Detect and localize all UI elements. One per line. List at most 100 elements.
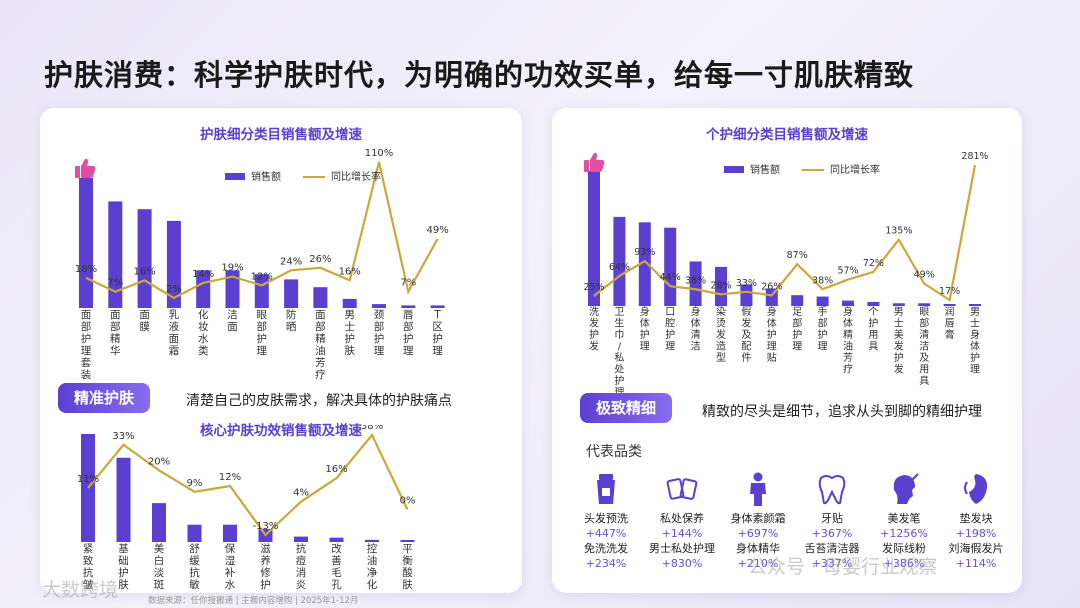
body-figure-icon [713, 470, 803, 508]
sales-bar [342, 298, 357, 308]
hair-profile-icon [859, 470, 949, 508]
personal-care-chart: 25% 64% 93% 44% 38% 28% 33% 26% 87% 38% 57% 72% 135%… [583, 151, 988, 395]
growth-label: 49% [426, 225, 448, 236]
product-name: 美发笔 [887, 512, 921, 525]
growth-label: 25% [583, 282, 604, 293]
category-label: 洁面 [227, 308, 238, 333]
growth-label: 72% [863, 258, 884, 269]
sales-bar [689, 261, 702, 306]
growth-label: 4% [293, 488, 309, 499]
category-label: 手部护理 [818, 305, 828, 353]
category-label: 防晒 [286, 308, 297, 333]
product-growth: +367% [811, 527, 853, 540]
hair-pad-icon [931, 470, 1021, 508]
representative-product: 身体素颜霜 +697% 身体精华 +210% [713, 470, 803, 571]
product-growth: +830% [661, 557, 703, 570]
sales-bar [116, 457, 131, 542]
product-growth: +198% [955, 527, 997, 540]
growth-label: 18% [75, 264, 97, 275]
product-growth: +144% [661, 527, 703, 540]
chart-1-marks: 11% 33% 20% 9% 12% -13% 4% 16% 38% 0% 紧致抗皱 基础护肤 美白淡斑… [77, 425, 416, 591]
thumbs-up-icon-cuff [75, 166, 80, 178]
efficacy-chart-title: 核心护肤功效销售额及增速 [200, 423, 362, 439]
product-name: 男士私处护理 [649, 542, 715, 555]
sales-bar [79, 178, 93, 308]
sales-bar [284, 279, 299, 308]
growth-label: 0% [400, 496, 416, 507]
intimate-care-icon [637, 470, 727, 508]
sales-bar [81, 434, 95, 542]
category-label: 面部精油芳疗 [315, 309, 326, 381]
growth-label: 26% [761, 281, 782, 292]
sales-bar [892, 303, 905, 306]
sales-bar [372, 304, 386, 308]
category-label: 个护用具 [868, 306, 878, 353]
product-name: 身体素颜霜 [730, 512, 786, 525]
category-label: 平衡酸肤 [402, 543, 413, 591]
watermark-right: 公众号 · 母婴行业观察 [748, 556, 938, 578]
representative-title: 代表品类 [586, 444, 642, 460]
category-label: 紧致抗皱 [83, 543, 94, 591]
category-label: 化妆水类 [198, 308, 209, 357]
sales-bar [166, 220, 181, 308]
product-name: 牙贴 [821, 512, 843, 525]
product-name: 刘海假发片 [948, 542, 1004, 555]
growth-label: 2% [166, 284, 182, 295]
category-label: 改善毛孔 [331, 542, 342, 591]
category-label: 颈部护理 [374, 309, 385, 357]
growth-line [87, 432, 409, 537]
growth-line [85, 161, 439, 300]
product-growth: +337% [811, 557, 853, 570]
product-growth: +1256% [880, 527, 928, 540]
growth-label: 16% [339, 266, 361, 277]
product-growth: +114% [955, 557, 997, 570]
category-label: 口腔护理 [665, 307, 675, 353]
growth-label: 110% [365, 148, 394, 159]
growth-label: 14% [192, 269, 214, 280]
sales-bar [740, 284, 753, 306]
category-label: 面部精华 [110, 309, 121, 357]
watermark-left: 大数跨境 [42, 579, 119, 601]
category-label: 男士身体护理 [970, 306, 980, 376]
category-label: 足部护理 [792, 306, 802, 353]
representative-product: 牙贴 +367% 舌苔清洁器 +337% [787, 470, 877, 571]
growth-label: 33% [736, 278, 757, 289]
refined-care-badge: 极致精细 [580, 393, 673, 423]
sales-bar [715, 266, 727, 306]
product-growth: +697% [737, 527, 779, 540]
chart-2-marks: 25% 64% 93% 44% 38% 28% 33% 26% 87% 38% 57% 72% 135%… [583, 151, 988, 395]
legend-bar-label: 销售额 [251, 170, 281, 183]
category-label: 唇部护理 [403, 309, 414, 357]
growth-label: 20% [148, 456, 170, 467]
category-label: 染烫发造型 [716, 305, 726, 364]
skincare-chart-title: 护肤细分类目销售额及增速 [200, 127, 362, 143]
sales-bar [867, 301, 880, 306]
growth-label: 38% [812, 275, 833, 286]
growth-label: 281% [961, 151, 988, 162]
sales-bar [943, 304, 956, 306]
thumbs-up-icon [584, 152, 605, 172]
sales-bar [313, 287, 328, 308]
growth-label: 12% [219, 472, 241, 483]
legend-bar-swatch [225, 173, 245, 180]
sales-bar [365, 539, 379, 542]
sales-bar [664, 227, 677, 306]
growth-label: 19% [221, 263, 243, 274]
sales-bar [791, 295, 804, 306]
category-label: 面膜 [139, 309, 150, 333]
growth-label: 7% [107, 278, 123, 289]
sales-bar [108, 201, 123, 308]
category-label: 身体精油芳疗 [843, 305, 853, 376]
growth-label: 12% [251, 271, 273, 282]
product-growth: +210% [737, 557, 779, 570]
growth-label: 135% [885, 226, 912, 237]
category-label: 卫生巾/私处护理 [614, 307, 624, 395]
legend-line-label: 同比增长率 [331, 170, 381, 183]
sales-bar [294, 536, 308, 542]
right-panel [552, 108, 1022, 593]
category-label: 舒缓抗敏 [189, 542, 200, 591]
growth-label: 7% [400, 278, 416, 289]
category-label: T 区护理 [432, 309, 443, 357]
sales-bar [400, 540, 415, 542]
growth-label: 33% [112, 431, 134, 442]
